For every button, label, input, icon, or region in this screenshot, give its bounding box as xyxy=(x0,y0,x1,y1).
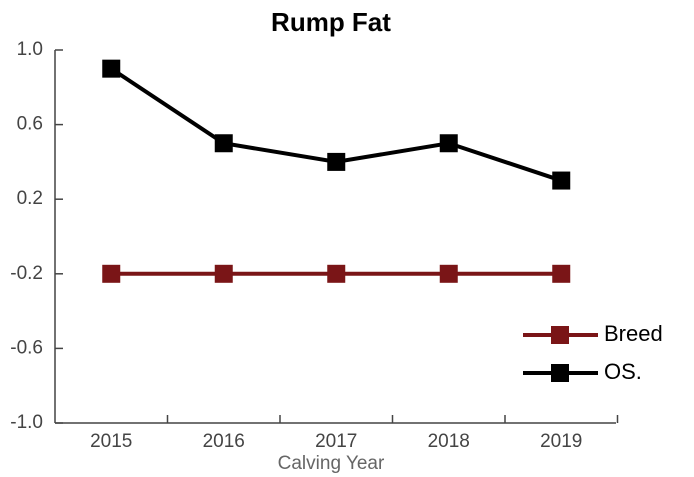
y-tick-label: 1.0 xyxy=(17,39,43,60)
marker xyxy=(439,264,458,283)
y-tick-label: -1.0 xyxy=(10,412,43,433)
legend-label: OS. xyxy=(604,359,642,384)
y-tick-label: 0.6 xyxy=(17,114,43,135)
marker xyxy=(102,59,121,78)
y-tick-label: -0.2 xyxy=(10,263,43,284)
y-tick-label: -0.6 xyxy=(10,337,43,358)
x-tick-label: 2016 xyxy=(203,431,245,452)
chart-title: Rump Fat xyxy=(271,7,391,37)
marker xyxy=(327,152,346,171)
marker xyxy=(102,264,121,283)
x-tick-label: 2018 xyxy=(428,431,470,452)
legend-label: Breed xyxy=(604,321,663,346)
marker xyxy=(327,264,346,283)
x-tick-label: 2015 xyxy=(90,431,132,452)
marker xyxy=(214,134,233,153)
marker xyxy=(214,264,233,283)
x-axis-label: Calving Year xyxy=(278,453,385,474)
x-tick-label: 2019 xyxy=(540,431,582,452)
legend-marker xyxy=(551,326,569,344)
marker xyxy=(552,264,571,283)
y-tick-label: 0.2 xyxy=(17,188,43,209)
legend-marker xyxy=(551,364,569,382)
marker xyxy=(552,171,571,190)
x-tick-label: 2017 xyxy=(315,431,357,452)
marker xyxy=(439,134,458,153)
